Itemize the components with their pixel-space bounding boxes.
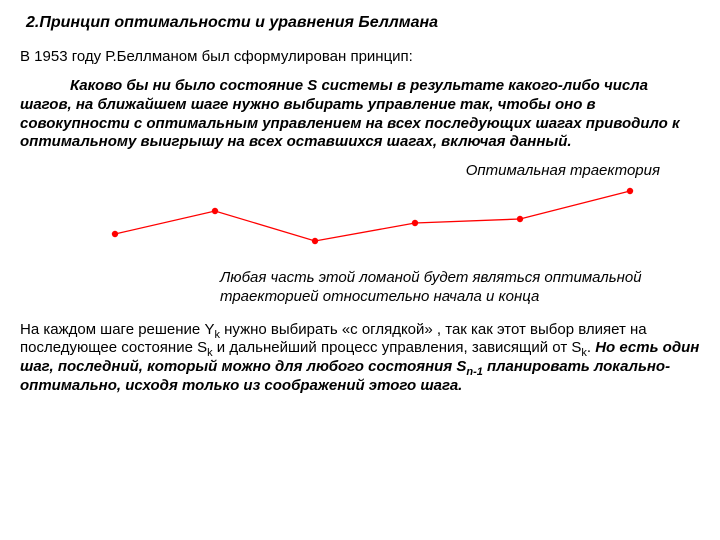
section-title: 2.Принцип оптимальности и уравнения Белл…: [26, 14, 700, 32]
trajectory-label: Оптимальная траектория: [20, 162, 660, 179]
trajectory-chart: [20, 181, 700, 261]
chart-caption: Любая часть этой ломаной будет являться …: [220, 269, 660, 307]
principle-text: Каково бы ни было состояние S системы в …: [20, 77, 700, 152]
body-paragraph: На каждом шаге решение Yk нужно выбирать…: [20, 321, 700, 396]
para-part1: На каждом шаге решение Y: [20, 321, 214, 338]
trajectory-line-svg: [20, 181, 720, 256]
intro-text: В 1953 году Р.Беллманом был сформулирова…: [20, 48, 700, 65]
para-part3: и дальнейший процесс управления, зависящ…: [213, 339, 582, 356]
subscript-n1: n-1: [466, 366, 483, 378]
para-part4: .: [587, 339, 595, 356]
